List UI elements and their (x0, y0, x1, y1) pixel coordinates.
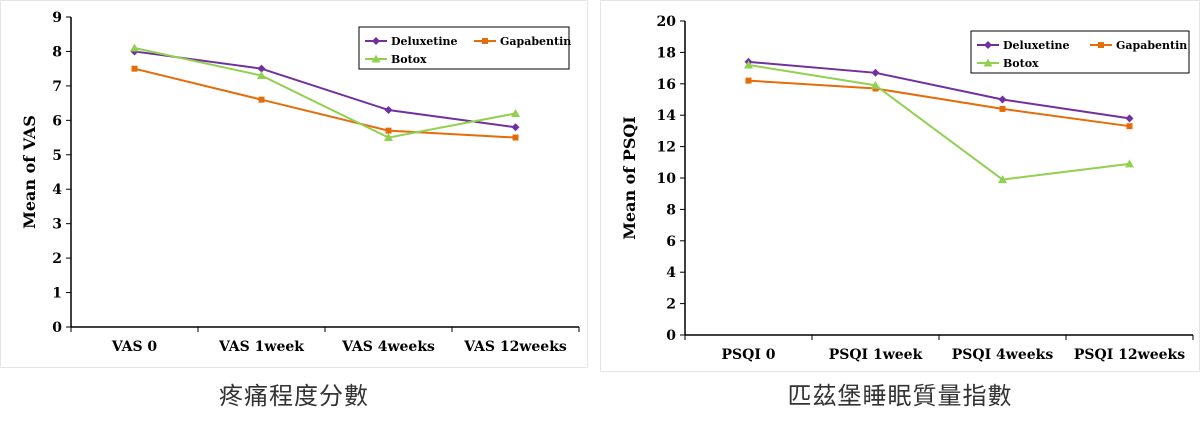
legend-marker (372, 37, 380, 45)
x-tick-label: PSQI 12weeks (1074, 347, 1185, 363)
data-point-botox (130, 43, 139, 52)
series-botox (130, 43, 520, 142)
legend-label: Deluxetine (1003, 39, 1070, 52)
y-tick-label: 7 (52, 79, 62, 95)
legend-marker (482, 38, 488, 44)
legend-label: Gapabentin (500, 35, 571, 48)
legend-label: Botox (391, 53, 427, 66)
data-point-botox (871, 80, 880, 89)
data-point-gapabentin (385, 127, 392, 134)
legend-item-gapabentin: Gapabentin (1090, 39, 1187, 52)
legend-item-botox: Botox (365, 53, 427, 66)
legend: Deluxetine Gapabentin Botox (970, 30, 1190, 74)
psqi-chart-panel: 0 2 4 6 8 10 12 14 16 18 20 PSQI 0 PSQI 1week PSQI 4w… (600, 0, 1200, 372)
data-point-botox (1125, 159, 1134, 168)
series-line-botox (748, 63, 1130, 181)
legend-box (358, 26, 570, 70)
y-tick-label: 3 (52, 217, 62, 233)
pain-score-caption: 疼痛程度分數 (219, 382, 369, 410)
x-tick-label: PSQI 0 (722, 347, 776, 363)
data-point-gapabentin (258, 96, 265, 103)
legend-label: Deluxetine (391, 35, 458, 48)
y-tick-label: 8 (666, 202, 676, 218)
y-tick-label: 6 (666, 234, 676, 250)
y-tick-label: 0 (666, 328, 676, 344)
y-tick-label: 6 (52, 113, 62, 129)
legend-marker (1098, 42, 1104, 48)
data-point-botox (511, 108, 520, 117)
x-tick-label: VAS 12weeks (463, 339, 567, 355)
data-point-botox (257, 71, 266, 80)
data-point-gapabentin (131, 65, 138, 72)
sleep-quality-caption: 匹茲堡睡眠質量指數 (787, 382, 1013, 410)
data-point-deluxetine (871, 68, 880, 77)
y-tick-label: 4 (52, 182, 62, 198)
y-tick-label: 8 (52, 44, 62, 60)
x-tick-label: VAS 0 (111, 339, 158, 355)
series-line-deluxetine (748, 60, 1130, 120)
legend-marker (371, 54, 381, 63)
data-point-gapabentin (1126, 123, 1133, 130)
data-point-deluxetine (257, 64, 266, 73)
data-point-deluxetine (1125, 114, 1134, 123)
series-deluxetine (744, 57, 1134, 123)
legend-item-deluxetine: Deluxetine (977, 39, 1070, 52)
series-botox (744, 60, 1134, 184)
x-tick-label: VAS 4weeks (341, 339, 435, 355)
y-tick-label: 12 (657, 140, 676, 156)
legend-label: Botox (1003, 57, 1039, 70)
y-tick-label: 4 (666, 265, 676, 281)
y-tick-label: 0 (52, 320, 62, 336)
y-tick-label: 2 (52, 251, 62, 267)
y-axis-title: Mean of PSQI (620, 116, 639, 240)
legend-marker (983, 58, 993, 67)
data-point-botox (384, 133, 393, 142)
data-point-deluxetine (511, 123, 520, 132)
y-tick-label: 5 (52, 148, 62, 164)
legend-marker (984, 41, 992, 49)
y-tick-label: 18 (657, 45, 676, 61)
y-tick-label: 14 (657, 108, 677, 124)
y-tick-label: 10 (657, 171, 677, 187)
x-tick-label: PSQI 1week (829, 347, 923, 363)
legend-label: Gapabentin (1116, 39, 1187, 52)
y-tick-label: 1 (52, 286, 62, 302)
series-gapabentin (131, 65, 519, 141)
data-point-deluxetine (998, 95, 1007, 104)
x-tick-label: PSQI 4weeks (952, 347, 1054, 363)
legend: Deluxetine Gapabentin Botox (358, 26, 571, 70)
vas-chart: 0 1 2 3 4 5 6 7 8 9 VAS 0 VAS 1week VAS 4weeks VAS 12… (20, 10, 580, 355)
data-point-botox (744, 60, 753, 69)
series-line-gapabentin (748, 79, 1130, 128)
y-tick-label: 16 (657, 77, 676, 93)
data-point-gapabentin (745, 77, 752, 84)
y-tick-label: 20 (657, 14, 677, 30)
legend-item-botox: Botox (977, 57, 1039, 70)
data-point-botox (998, 175, 1007, 184)
legend-item-gapabentin: Gapabentin (474, 35, 571, 48)
legend-item-deluxetine: Deluxetine (365, 35, 458, 48)
legend-box (970, 30, 1190, 74)
data-point-gapabentin (999, 105, 1006, 112)
data-point-gapabentin (512, 134, 519, 141)
vas-chart-panel: 0 1 2 3 4 5 6 7 8 9 VAS 0 VAS 1week VAS 4weeks VAS 12… (0, 0, 588, 368)
psqi-chart: 0 2 4 6 8 10 12 14 16 18 20 PSQI 0 PSQI 1week PSQI 4w… (620, 14, 1194, 363)
data-point-deluxetine (384, 106, 393, 114)
y-axis-title: Mean of VAS (20, 115, 39, 229)
x-tick-label: VAS 1week (218, 339, 304, 355)
y-tick-label: 2 (666, 297, 676, 313)
series-line-botox (134, 47, 516, 139)
y-tick-label: 9 (52, 10, 62, 26)
series-line-deluxetine (134, 50, 516, 129)
series-line-gapabentin (134, 67, 516, 139)
